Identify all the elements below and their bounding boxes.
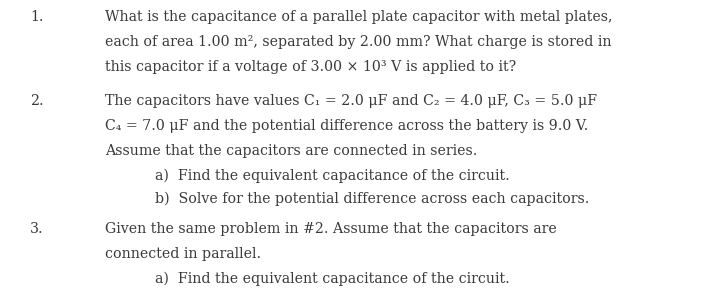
Text: Given the same problem in #2. Assume that the capacitors are: Given the same problem in #2. Assume tha… (105, 222, 557, 236)
Text: a)  Find the equivalent capacitance of the circuit.: a) Find the equivalent capacitance of th… (155, 272, 510, 286)
Text: 1.: 1. (30, 10, 43, 24)
Text: b)  Solve for the potential difference across each capacitors.: b) Solve for the potential difference ac… (155, 192, 590, 206)
Text: 2.: 2. (30, 94, 44, 108)
Text: this capacitor if a voltage of 3.00 × 10³ V is applied to it?: this capacitor if a voltage of 3.00 × 10… (105, 60, 516, 74)
Text: each of area 1.00 m², separated by 2.00 mm? What charge is stored in: each of area 1.00 m², separated by 2.00 … (105, 35, 611, 49)
Text: a)  Find the equivalent capacitance of the circuit.: a) Find the equivalent capacitance of th… (155, 168, 510, 183)
Text: What is the capacitance of a parallel plate capacitor with metal plates,: What is the capacitance of a parallel pl… (105, 10, 613, 24)
Text: The capacitors have values C₁ = 2.0 μF and C₂ = 4.0 μF, C₃ = 5.0 μF: The capacitors have values C₁ = 2.0 μF a… (105, 94, 597, 108)
Text: Assume that the capacitors are connected in series.: Assume that the capacitors are connected… (105, 144, 477, 158)
Text: C₄ = 7.0 μF and the potential difference across the battery is 9.0 V.: C₄ = 7.0 μF and the potential difference… (105, 119, 588, 133)
Text: connected in parallel.: connected in parallel. (105, 247, 261, 261)
Text: 3.: 3. (30, 222, 44, 236)
